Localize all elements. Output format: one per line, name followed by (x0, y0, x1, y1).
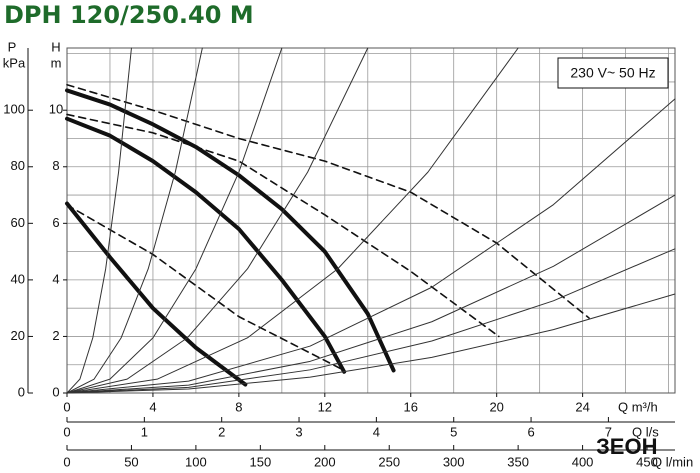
curve (66, 293, 676, 394)
x2-axis-label: Q l/s (632, 424, 659, 439)
curve (65, 116, 347, 374)
curve (66, 204, 345, 372)
x-tick-label: 4 (149, 399, 156, 414)
y-tick-label: 6 (52, 215, 59, 230)
x3-tick-label: 400 (572, 454, 594, 469)
curve (65, 201, 248, 387)
y-tick-label: 4 (52, 271, 59, 286)
y-tick-label: 8 (52, 158, 59, 173)
curve (66, 47, 132, 394)
y2-tick-label: 80 (11, 158, 25, 173)
x-axis-label: Q m³/h (618, 399, 658, 414)
annotation-box (557, 57, 669, 89)
x3-tick-label: 450 (636, 454, 658, 469)
x2-tick-label: 2 (218, 424, 225, 439)
x3-tick-label: 300 (443, 454, 465, 469)
y2-tick-label: 40 (11, 271, 25, 286)
x-tick-label: 24 (575, 399, 589, 414)
y-tick-label: 0 (52, 384, 59, 399)
x2-tick-label: 3 (295, 424, 302, 439)
x2-tick-label: 0 (63, 424, 70, 439)
curve (65, 88, 396, 373)
x-tick-label: 12 (318, 399, 332, 414)
curve (66, 98, 676, 394)
chart-title: DPH 120/250.40 M (4, 1, 254, 29)
x3-tick-label: 350 (507, 454, 529, 469)
x2-tick-label: 5 (450, 424, 457, 439)
x-tick-label: 0 (63, 399, 70, 414)
y2-axis-label: kPa (3, 55, 26, 70)
y2-tick-label: 100 (3, 102, 25, 117)
x3-tick-label: 250 (378, 454, 400, 469)
x2-tick-label: 6 (527, 424, 534, 439)
y2-tick-label: 20 (11, 328, 25, 343)
x3-tick-label: 100 (185, 454, 207, 469)
annotation: 230 V~ 50 Hz (570, 65, 655, 81)
y-axis-label: m (51, 55, 62, 70)
curve (66, 47, 369, 394)
x-tick-label: 20 (489, 399, 503, 414)
x2-tick-label: 7 (605, 424, 612, 439)
plot-frame (66, 47, 676, 394)
curve (66, 248, 676, 394)
x3-tick-label: 50 (124, 454, 138, 469)
x-tick-label: 16 (404, 399, 418, 414)
x3-axis-label: Q l/min (652, 454, 693, 469)
y2-tick-label: 0 (18, 384, 25, 399)
x3-tick-label: 150 (249, 454, 271, 469)
x3-tick-label: 0 (63, 454, 70, 469)
y2-tick-label: 60 (11, 215, 25, 230)
curve (66, 194, 676, 394)
y-tick-label: 10 (49, 102, 63, 117)
y-axis-label: H (51, 39, 60, 54)
curve (66, 113, 500, 338)
curve (66, 47, 283, 394)
y-tick-label: 2 (52, 328, 59, 343)
x3-tick-label: 200 (314, 454, 336, 469)
x2-tick-label: 1 (141, 424, 148, 439)
x-tick-label: 8 (235, 399, 242, 414)
curve (66, 47, 519, 394)
y2-axis-label: P (8, 39, 17, 54)
curve (66, 47, 203, 394)
x2-tick-label: 4 (373, 424, 380, 439)
